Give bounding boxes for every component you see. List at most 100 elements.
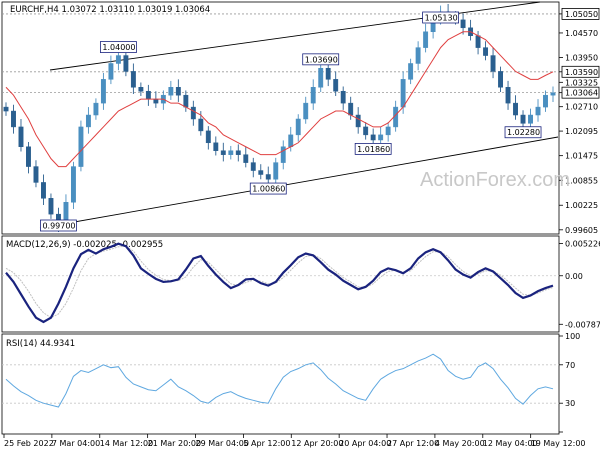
macd-tick-label: -0.007873 [565,320,600,329]
price-tick-label: 1.03950 [565,54,598,63]
candle-body [168,87,174,96]
current-price-box [561,86,600,99]
time-tick-label: 14 Mar 12:00 [100,439,153,448]
level-price-box [561,65,600,78]
annotations: 1.05130 1.04000 1.03690 1.01860 1.02280 1.008… [40,11,542,232]
candle-body [198,118,204,132]
candle-body [11,110,16,128]
price-tick-label: 1.04570 [565,29,598,38]
candle-body [310,87,316,104]
candle-body [513,102,518,116]
candle-body [288,134,294,147]
annotation-label: 1.03690 [305,55,338,64]
annotation-label: 1.01860 [357,145,390,154]
candle-body [145,90,151,100]
annotation-box [40,219,77,232]
candle-body [18,126,24,147]
candle-body [175,87,181,96]
time-tick-label: 7 Mar 04:00 [52,439,100,448]
price-tick-label: 1.01475 [565,152,598,161]
price-title: EURCHF,H4 1.03072 1.03110 1.03019 1.0306… [10,5,210,15]
price-tick-label: 1.02095 [565,127,598,136]
price-tick-label: 1.03325 [565,78,598,87]
annotation-label: 0.99700 [42,222,75,231]
candle-body [3,106,9,112]
candle-body [273,162,279,180]
candle-body [475,35,481,48]
rsi-title: RSI(14) 44.9341 [6,339,75,349]
candle-body [498,71,503,88]
annotation-label: 1.00860 [252,185,285,194]
candle-body [205,130,211,144]
rsi-tick-label: 100 [565,332,580,341]
candle-body [220,150,226,155]
macd-panel-frame [1,235,560,333]
candle-body [415,47,421,64]
candle-body [400,79,406,108]
candle-body [108,63,114,80]
price-tick-label: 1.03064 [565,89,598,98]
price-tick-label: 1.00855 [565,176,598,185]
candle-body [295,118,301,136]
candle-body [340,90,346,104]
annotation-box [302,53,340,66]
candle-body [48,198,54,215]
macd-title: MACD(12,26,9) -0.002025 -0.002955 [6,240,163,250]
price-panel-frame [1,1,560,235]
rsi-tick-label: 30 [565,399,575,408]
candle-body [460,19,466,29]
rsi-tick-label: 70 [565,361,575,370]
watermark: ActionForex.com [420,169,570,191]
candle-body [550,92,556,96]
candle-body [543,94,548,108]
price-hlines [2,13,559,94]
annotation-box [422,11,460,24]
candle-body [153,98,159,104]
candle-body [41,182,46,199]
candle-body [123,55,129,72]
candle-body [33,166,39,183]
price-tick-label: 1.03590 [565,68,598,77]
candle-body [520,114,526,124]
candle-body [385,126,391,136]
candle-body [348,102,354,116]
time-tick-label: 27 Apr 12:00 [387,439,439,448]
macd-tick-label: 0.00 [565,272,583,281]
candle-body [26,146,31,167]
price-tick-label: 1.05050 [565,10,598,19]
time-tick-label: 5 Apr 12:00 [243,439,290,448]
candle-body [490,55,496,72]
price-tick-label: 1.02710 [565,103,598,112]
time-tick-label: 12 May 04:00 [483,439,538,448]
annotation-box [99,41,137,53]
candle-body [535,106,541,116]
candle-body [258,170,264,175]
annotation-box [249,182,287,195]
candle-body [183,94,189,108]
annotation-box [354,143,392,155]
candle-body [85,114,91,128]
candle-body [303,102,309,120]
candle-body [78,126,84,167]
time-tick-label: 12 Apr 20:00 [291,439,343,448]
candle-body [138,87,144,92]
macd-signal-line [5,245,554,319]
candle-body [250,162,256,171]
candle-body [325,67,331,80]
time-tick-label: 29 Mar 04:00 [196,439,249,448]
candle-body [483,47,489,56]
candle-body [70,166,76,203]
candle-body [265,174,271,180]
rsi-panel-frame [1,333,560,435]
candle-body [370,134,376,141]
rsi-line [5,353,554,408]
candle-body [228,150,234,155]
time-tick-label: 20 Apr 04:00 [339,439,391,448]
price-tick-label: 1.00225 [565,201,598,210]
lower-channel-line [39,136,559,229]
annotation-box [504,126,542,139]
candle-body [423,31,429,48]
